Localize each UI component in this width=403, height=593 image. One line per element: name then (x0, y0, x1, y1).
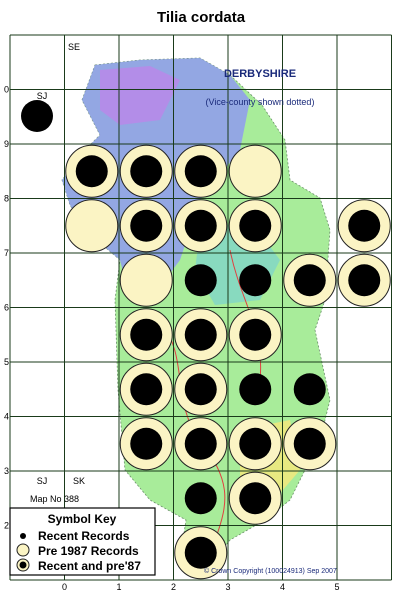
recent-symbol (239, 482, 272, 515)
recent-symbol (348, 264, 381, 297)
y-axis-label: 9 (4, 139, 9, 149)
symbols (65, 144, 391, 580)
pre-symbol (119, 253, 173, 307)
key-item: Recent and pre'87 (38, 559, 141, 573)
recent-symbol (75, 155, 108, 188)
recent-symbol (293, 264, 326, 297)
grid-label: SJ (37, 476, 48, 486)
key-pre (16, 543, 30, 557)
region-note: (Vice-county shown dotted) (206, 97, 315, 107)
grid (9, 34, 392, 581)
key-title: Symbol Key (48, 512, 117, 526)
recent-symbol (130, 373, 163, 406)
x-axis-label: 3 (225, 582, 230, 592)
key-recent (20, 533, 26, 539)
grid-label: SK (73, 476, 85, 486)
grid-label: SJ (37, 91, 48, 101)
y-axis-label: 5 (4, 357, 9, 367)
recent-symbol (293, 427, 326, 460)
recent-symbol (130, 427, 163, 460)
y-axis-label: 7 (4, 248, 9, 258)
recent-symbol (184, 427, 217, 460)
symbol-key: Symbol Key Recent Records Pre 1987 Recor… (9, 507, 156, 576)
copyright: © Crown Copyright (100024913) Sep 2007 (204, 567, 337, 575)
recent-symbol (130, 209, 163, 242)
recent-symbol (184, 536, 217, 569)
recent-symbol (184, 318, 217, 351)
pre-symbol (228, 144, 282, 198)
recent-symbol (239, 427, 272, 460)
recent-symbol (239, 209, 272, 242)
key-item: Recent Records (38, 529, 130, 543)
map-number: Map No 388 (30, 494, 79, 504)
x-axis-label: 5 (334, 582, 339, 592)
y-axis-label: 0 (4, 85, 9, 95)
recent-symbol (239, 318, 272, 351)
recent-symbol (184, 209, 217, 242)
region-name: DERBYSHIRE (224, 68, 296, 80)
recent-symbol (130, 155, 163, 188)
title: Tilia cordata (157, 9, 246, 26)
recent-symbol (293, 373, 326, 406)
y-axis-label: 3 (4, 466, 9, 476)
recent-symbol (239, 264, 272, 297)
x-axis-label: 4 (280, 582, 285, 592)
recent-symbol (184, 264, 217, 297)
pre-symbol (65, 199, 119, 253)
recent-symbol (21, 100, 53, 132)
recent-symbol (348, 209, 381, 242)
y-axis-label: 8 (4, 194, 9, 204)
symbols (21, 100, 53, 132)
key-item: Pre 1987 Records (38, 544, 139, 558)
y-axis-label: 6 (4, 303, 9, 313)
grid-label: SE (68, 42, 80, 52)
recent-symbol (184, 373, 217, 406)
x-axis-label: 2 (171, 582, 176, 592)
recent-symbol (184, 482, 217, 515)
x-axis-label: 0 (62, 582, 67, 592)
y-axis-label: 4 (4, 412, 9, 422)
recent-symbol (184, 155, 217, 188)
key-both-inner (19, 561, 27, 569)
x-axis-label: 1 (116, 582, 121, 592)
recent-symbol (130, 318, 163, 351)
recent-symbol (239, 373, 272, 406)
y-axis-label: 2 (4, 521, 9, 531)
